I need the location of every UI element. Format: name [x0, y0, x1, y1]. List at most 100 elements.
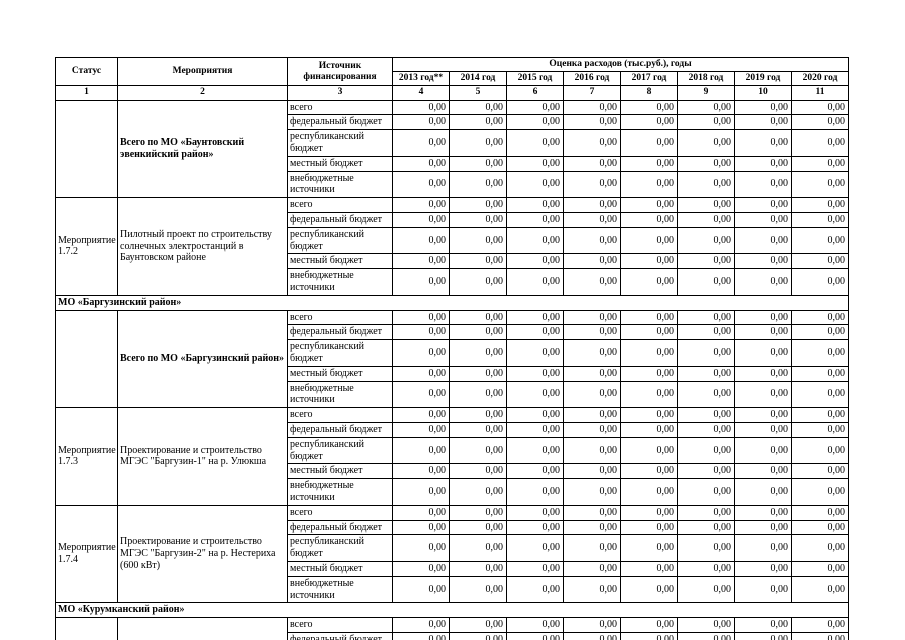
value-cell: 0,00: [392, 309, 450, 326]
value-cell: 0,00: [677, 253, 735, 270]
value-cell: 0,00: [392, 504, 450, 521]
source-cell: федеральный бюджет: [287, 519, 393, 536]
source-cell: всего: [287, 407, 393, 423]
source-cell: внебюджетные источники: [287, 478, 393, 506]
column-number: 7: [563, 85, 621, 101]
value-cell: 0,00: [620, 478, 678, 506]
value-cell: 0,00: [392, 226, 450, 255]
data-row: федеральный бюджет 0,00 0,00 0,00 0,00 0,00 0,…: [56, 421, 850, 438]
year-header: 2015 год: [506, 71, 564, 87]
value-cell: 0,00: [620, 365, 678, 382]
value-cell: 0,00: [790, 99, 850, 116]
value-cell: 0,00: [734, 268, 792, 296]
data-row: местный бюджет 0,00 0,00 0,00 0,00 0,00 0,00 0,…: [56, 365, 850, 382]
value-cell: 0,00: [620, 324, 678, 341]
source-cell: всего: [287, 617, 393, 633]
column-number: 3: [287, 85, 393, 101]
value-cell: 0,00: [677, 631, 735, 640]
status-cell: Мероприятие 1.7.3: [55, 407, 118, 506]
value-cell: 0,00: [620, 617, 678, 633]
value-cell: 0,00: [790, 324, 850, 341]
value-cell: 0,00: [790, 129, 850, 157]
value-cell: 0,00: [790, 197, 850, 213]
source-cell: внебюджетные источники: [287, 575, 393, 604]
number-header-row: 1 2 3 4 5 6 7 8 9 10 11: [55, 85, 850, 101]
value-cell: 0,00: [677, 380, 735, 409]
budget-table: Статус Мероприятия Источник финансирован…: [54, 56, 850, 640]
value-cell: 0,00: [506, 309, 564, 326]
value-cell: 0,00: [449, 617, 507, 633]
source-cell: федеральный бюджет: [287, 114, 393, 131]
data-row: федеральный бюджет 0,00 0,00 0,00 0,00 0,00 0,…: [56, 631, 850, 640]
section-label: МО «Курумканский район»: [54, 602, 850, 619]
column-number: 9: [677, 85, 735, 101]
value-cell: 0,00: [563, 463, 621, 480]
value-cell: 0,00: [449, 268, 507, 296]
value-cell: 0,00: [677, 436, 735, 465]
year-header-row: 2013 год** 2014 год 2015 год 2016 год 2017 г…: [56, 71, 850, 87]
value-cell: 0,00: [620, 436, 678, 465]
value-cell: 0,00: [677, 575, 735, 604]
value-cell: 0,00: [563, 365, 621, 382]
source-cell: внебюджетные источники: [287, 268, 393, 296]
column-number: 2: [117, 85, 288, 101]
value-cell: 0,00: [392, 560, 450, 577]
value-cell: 0,00: [449, 407, 507, 423]
value-cell: 0,00: [563, 309, 621, 326]
value-cell: 0,00: [734, 407, 792, 423]
value-cell: 0,00: [449, 380, 507, 409]
value-cell: 0,00: [677, 211, 735, 228]
value-cell: 0,00: [620, 197, 678, 213]
value-cell: 0,00: [506, 129, 564, 157]
value-cell: 0,00: [677, 534, 735, 562]
value-cell: 0,00: [506, 519, 564, 536]
value-cell: 0,00: [392, 380, 450, 409]
value-cell: 0,00: [392, 170, 450, 199]
activity-cell: Пилотный проект по строительству солнечн…: [117, 197, 288, 296]
value-cell: 0,00: [734, 324, 792, 341]
col-header-cost-group: Оценка расходов (тыс.руб.), годы: [391, 56, 850, 73]
value-cell: 0,00: [449, 324, 507, 341]
source-cell: местный бюджет: [287, 560, 393, 577]
value-cell: 0,00: [734, 478, 792, 506]
value-cell: 0,00: [506, 560, 564, 577]
value-cell: 0,00: [392, 268, 450, 296]
source-cell: всего: [287, 504, 393, 521]
col-header-activity: Мероприятия: [117, 56, 288, 87]
value-cell: 0,00: [677, 309, 735, 326]
value-cell: 0,00: [506, 339, 564, 367]
value-cell: 0,00: [677, 197, 735, 213]
table-body: Всего по МО «Баунтовский эвенкийский рай…: [54, 99, 850, 640]
source-cell: федеральный бюджет: [287, 211, 393, 228]
value-cell: 0,00: [392, 129, 450, 157]
value-cell: 0,00: [620, 407, 678, 423]
value-cell: 0,00: [790, 478, 850, 506]
value-cell: 0,00: [563, 170, 621, 199]
year-header: 2016 год: [563, 71, 621, 87]
value-cell: 0,00: [677, 519, 735, 536]
source-cell: местный бюджет: [287, 155, 393, 172]
value-cell: 0,00: [620, 631, 678, 640]
activity-cell: Всего по МО «Баунтовский эвенкийский рай…: [117, 99, 288, 199]
data-row: внебюджетные источники 0,00 0,00 0,00 0,00 0,…: [56, 268, 850, 296]
value-cell: 0,00: [563, 99, 621, 116]
column-number: 10: [734, 85, 792, 101]
value-cell: 0,00: [392, 519, 450, 536]
value-cell: 0,00: [790, 575, 850, 604]
value-cell: 0,00: [449, 504, 507, 521]
value-cell: 0,00: [677, 504, 735, 521]
value-cell: 0,00: [734, 534, 792, 562]
value-cell: 0,00: [392, 463, 450, 480]
year-header: 2018 год: [677, 71, 735, 87]
data-row: Мероприятие 1.7.3 Проектирование и строит…: [55, 407, 850, 506]
value-cell: 0,00: [620, 309, 678, 326]
source-cell: республиканский бюджет: [287, 534, 393, 562]
source-cell: внебюджетные источники: [287, 170, 393, 199]
value-cell: 0,00: [790, 309, 850, 326]
value-cell: 0,00: [620, 339, 678, 367]
value-cell: 0,00: [506, 631, 564, 640]
value-cell: 0,00: [392, 197, 450, 213]
value-cell: 0,00: [734, 617, 792, 633]
value-cell: 0,00: [734, 114, 792, 131]
value-cell: 0,00: [677, 170, 735, 199]
